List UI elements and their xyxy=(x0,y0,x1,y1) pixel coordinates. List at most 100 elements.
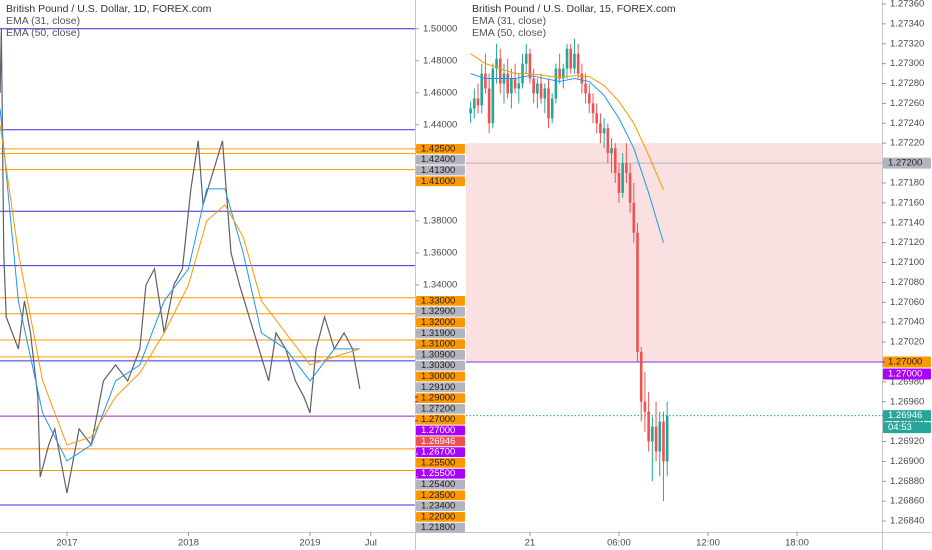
candle-body xyxy=(495,58,498,69)
price-tag xyxy=(416,436,465,447)
candle-body xyxy=(569,48,573,69)
y-tick-label: 1.27260 xyxy=(890,98,924,109)
candle-body xyxy=(591,103,595,114)
price-tag-label: 1.32000 xyxy=(421,317,455,328)
candle-body xyxy=(621,163,624,193)
price-tag xyxy=(416,490,465,501)
legend-entry: British Pound / U.S. Dollar, 15, FOREX.c… xyxy=(472,3,676,15)
price-tag xyxy=(416,176,465,187)
countdown-tag xyxy=(883,422,931,434)
candle-body xyxy=(550,98,554,119)
series-line xyxy=(0,124,360,446)
x-tick-label: 18:00 xyxy=(785,538,809,549)
price-tag-label: 1.21800 xyxy=(421,522,455,533)
price-tag-label: 1.33000 xyxy=(421,295,455,306)
candle-body xyxy=(610,148,613,154)
y-tick-label: 1.27340 xyxy=(890,18,924,29)
y-tick-label: 1.27060 xyxy=(890,297,924,308)
candle-body xyxy=(547,88,550,119)
y-tick-label: 1.26980 xyxy=(890,376,924,387)
price-tag xyxy=(416,382,465,393)
y-tick-label: 1.38000 xyxy=(423,215,457,226)
x-tick-label: 21 xyxy=(525,538,536,549)
candle-body xyxy=(665,415,669,462)
legend-entry: EMA (50, close) xyxy=(6,27,80,39)
series-line xyxy=(470,53,664,191)
price-tag-label: 1.26946 xyxy=(421,436,455,447)
y-tick-label: 1.27300 xyxy=(890,58,924,69)
legend-entry: British Pound / U.S. Dollar, 1D, FOREX.c… xyxy=(6,3,212,15)
price-tag-label: 1.42500 xyxy=(421,143,455,154)
price-axis xyxy=(882,0,932,532)
price-tag xyxy=(416,468,465,479)
candle-body xyxy=(513,78,517,89)
candle-body xyxy=(558,68,561,79)
y-tick-label: 1.26920 xyxy=(890,436,924,447)
price-tag-label: 1.41300 xyxy=(421,165,455,176)
price-tag-label: 1.41000 xyxy=(421,176,455,187)
price-tag xyxy=(416,447,465,457)
price-tag xyxy=(416,403,465,414)
x-tick-label: 06:00 xyxy=(607,538,631,549)
price-tag-label: 1.27200 xyxy=(888,158,922,169)
price-tag-label: 1.31000 xyxy=(421,339,455,350)
series-line xyxy=(470,73,664,243)
y-tick-label: 1.26960 xyxy=(890,396,924,407)
price-tag-label: 1.42400 xyxy=(421,154,455,165)
price-tag xyxy=(883,356,931,368)
candle-body xyxy=(628,173,632,203)
y-tick-label: 1.27320 xyxy=(890,38,924,49)
x-tick-label: 2017 xyxy=(56,538,77,549)
price-tag-label: 1.23400 xyxy=(421,501,455,512)
price-tag-label: 1.26700 xyxy=(421,447,455,458)
price-tag-label: 1.27000 xyxy=(888,368,922,379)
y-tick-label: 1.27160 xyxy=(890,197,924,208)
candle-body xyxy=(524,53,528,64)
price-tag xyxy=(883,368,931,380)
candle-body xyxy=(587,93,591,104)
candle-body xyxy=(654,426,658,452)
x-tick-label: 2019 xyxy=(299,538,320,549)
candle-body xyxy=(662,421,665,462)
candle-body xyxy=(565,48,569,69)
candle-body xyxy=(595,113,599,124)
candle-body xyxy=(647,411,650,442)
candle-body xyxy=(573,53,576,69)
candle-body xyxy=(584,83,587,94)
price-tag-label: 1.30300 xyxy=(421,360,455,371)
price-tag-label: 1.29100 xyxy=(421,382,455,393)
candle-body xyxy=(651,426,654,442)
y-tick-label: 1.44000 xyxy=(423,119,457,130)
price-tag xyxy=(416,360,465,371)
price-tag-label: 1.25500 xyxy=(421,468,455,479)
price-tag-label: 1.27000 xyxy=(421,414,455,425)
legend-entry: EMA (50, close) xyxy=(472,27,546,39)
y-tick-label: 1.26900 xyxy=(890,456,924,467)
y-tick-label: 1.26880 xyxy=(890,476,924,487)
y-tick-label: 1.48000 xyxy=(423,55,457,66)
candle-body xyxy=(532,78,535,94)
candle-body xyxy=(554,68,558,99)
candle-body xyxy=(576,53,580,74)
legend-entry: EMA (31, close) xyxy=(6,15,80,27)
y-tick-label: 1.27140 xyxy=(890,217,924,228)
y-tick-label: 1.26860 xyxy=(890,496,924,507)
y-tick-label: 1.36000 xyxy=(423,247,457,258)
price-tag xyxy=(416,143,465,154)
x-tick-label: 2018 xyxy=(178,538,199,549)
y-tick-label: 1.27020 xyxy=(890,337,924,348)
y-tick-label: 1.27100 xyxy=(890,257,924,268)
price-tag-label: 1.29000 xyxy=(421,393,455,404)
candle-body xyxy=(536,83,539,94)
candle-body xyxy=(602,128,606,134)
price-tag xyxy=(416,295,465,306)
candle-body xyxy=(539,83,543,99)
candle-body xyxy=(543,88,547,99)
price-tag xyxy=(416,371,465,382)
candle-body xyxy=(632,202,636,233)
price-tag xyxy=(416,522,465,533)
candle-body xyxy=(580,73,584,84)
y-tick-label: 1.34000 xyxy=(423,279,457,290)
